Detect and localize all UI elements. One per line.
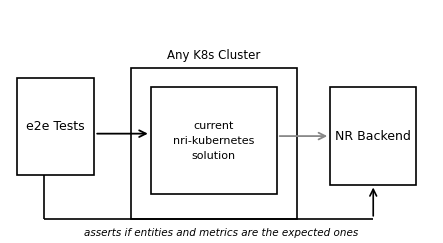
Text: Any K8s Cluster: Any K8s Cluster	[167, 49, 260, 62]
Bar	[330, 87, 416, 185]
Bar	[131, 68, 297, 219]
Bar	[17, 78, 94, 175]
Bar	[151, 87, 277, 194]
Text: NR Backend: NR Backend	[335, 130, 411, 143]
Text: current
nri-kubernetes
solution: current nri-kubernetes solution	[173, 121, 254, 161]
Text: e2e Tests: e2e Tests	[26, 120, 85, 133]
Text: asserts if entities and metrics are the expected ones: asserts if entities and metrics are the …	[84, 228, 359, 238]
